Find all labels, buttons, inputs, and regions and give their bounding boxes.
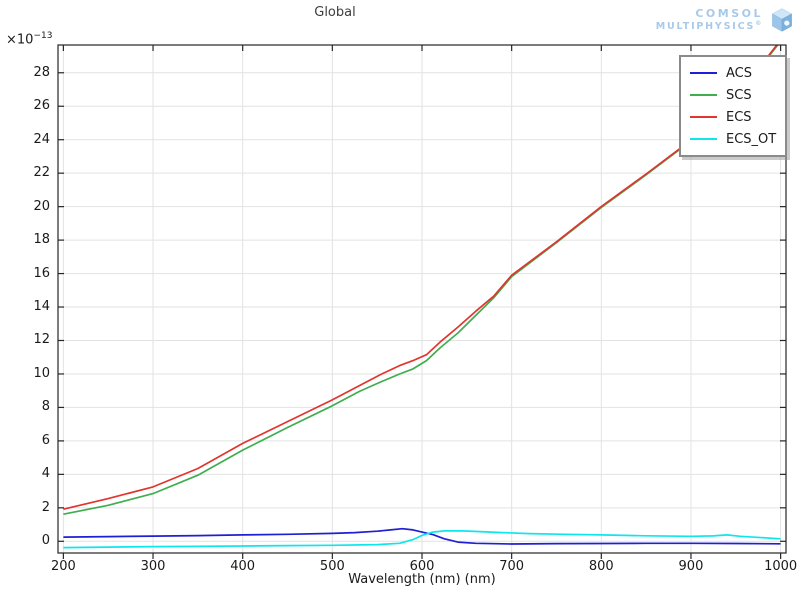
legend-label: ECS_OT: [726, 131, 777, 147]
y-tick-label: 24: [33, 131, 50, 147]
x-tick-label: 600: [409, 559, 435, 574]
legend-line-sample: [690, 138, 717, 140]
y-tick-label: 16: [33, 265, 50, 281]
y-tick-label: 14: [33, 299, 50, 315]
x-tick-label: 300: [140, 559, 166, 574]
series-line-ACS: [63, 527, 781, 545]
logo-line-comsol: COMSOL: [695, 6, 763, 20]
legend-line-sample: [690, 94, 717, 96]
x-tick-label: 700: [499, 559, 525, 574]
y-tick-label: 22: [33, 165, 50, 181]
legend-line-sample: [690, 72, 717, 74]
logo-line-multiphysics: MULTIPHYSICS®: [656, 20, 763, 33]
x-axis-label: Wavelength (nm) (nm): [348, 572, 496, 587]
x-tick-label: 900: [678, 559, 704, 574]
registered-mark: ®: [755, 20, 763, 28]
legend-entry-ECS_OT: ECS_OT: [690, 128, 776, 150]
legend-label: ECS: [726, 109, 752, 125]
x-tick-label: 500: [319, 559, 345, 574]
legend-entry-ECS: ECS: [690, 106, 776, 128]
y-tick-label: 8: [41, 399, 50, 415]
comsol-cube-icon: [771, 8, 793, 32]
y-tick-label: 0: [41, 533, 50, 549]
legend-entry-SCS: SCS: [690, 84, 776, 106]
y-tick-label: 28: [33, 64, 50, 80]
x-tick-label: 200: [50, 559, 76, 574]
y-tick-label: 6: [41, 432, 50, 448]
legend-label: SCS: [726, 87, 752, 103]
y-tick-label: 4: [41, 466, 50, 482]
y-tick-label: 20: [33, 198, 50, 214]
plot-title: Global: [314, 5, 356, 20]
y-tick-label: 18: [33, 232, 50, 248]
x-tick-label: 800: [588, 559, 614, 574]
legend-entry-ACS: ACS: [690, 62, 776, 84]
y-multiplier-base: ×10: [6, 32, 34, 48]
y-tick-label: 26: [33, 98, 50, 114]
series-line-ECS_OT: [63, 530, 781, 549]
series-group: [63, 45, 781, 549]
y-tick-label: 12: [33, 332, 50, 348]
logo-multiphysics-text: MULTIPHYSICS: [655, 21, 756, 33]
comsol-logo-text: COMSOL MULTIPHYSICS®: [656, 7, 763, 34]
y-axis-multiplier: ×10−13: [6, 31, 52, 47]
y-tick-label: 2: [41, 499, 50, 515]
legend-label: ACS: [726, 65, 752, 81]
legend-line-sample: [690, 116, 717, 118]
series-line-ECS: [63, 45, 778, 511]
y-tick-label: 10: [33, 365, 50, 381]
comsol-logo: COMSOL MULTIPHYSICS®: [656, 5, 796, 35]
legend-box: ACS SCS ECS ECS_OT: [679, 55, 788, 157]
x-tick-label: 1000: [764, 559, 798, 574]
x-tick-label: 400: [230, 559, 256, 574]
y-multiplier-exponent: −13: [33, 31, 53, 41]
